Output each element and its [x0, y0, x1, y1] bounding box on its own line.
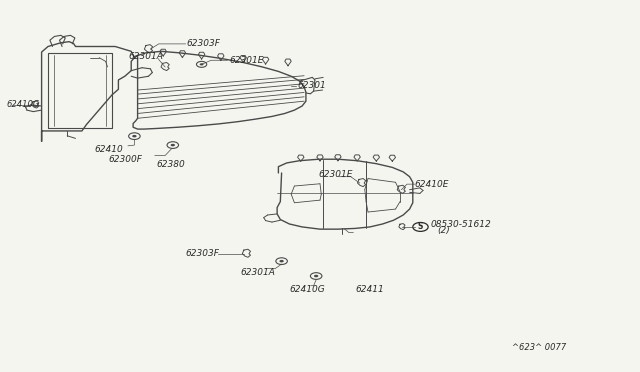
Text: 62301A: 62301A	[240, 268, 275, 277]
Circle shape	[314, 275, 318, 277]
Text: 62411: 62411	[355, 285, 384, 294]
Circle shape	[132, 135, 136, 137]
Text: 62410G: 62410G	[289, 285, 325, 294]
Circle shape	[171, 144, 175, 146]
Text: S: S	[418, 222, 423, 231]
Text: 08530-51612: 08530-51612	[430, 220, 491, 229]
Text: 62300F: 62300F	[109, 155, 143, 164]
Circle shape	[200, 63, 204, 65]
Text: 62410E: 62410E	[415, 180, 449, 189]
Text: 62301A: 62301A	[128, 52, 163, 61]
Text: 62301E: 62301E	[319, 170, 353, 179]
Text: 62410: 62410	[95, 145, 124, 154]
Text: 62303F: 62303F	[187, 39, 221, 48]
Text: (2): (2)	[438, 226, 451, 235]
Circle shape	[280, 260, 284, 262]
Text: ^623^ 0077: ^623^ 0077	[512, 343, 566, 352]
Text: 62303F: 62303F	[186, 249, 220, 258]
Text: 62410G: 62410G	[6, 100, 40, 109]
Text: 62380: 62380	[157, 160, 186, 169]
Text: 62301E: 62301E	[229, 56, 264, 65]
Text: 62301: 62301	[297, 81, 326, 90]
